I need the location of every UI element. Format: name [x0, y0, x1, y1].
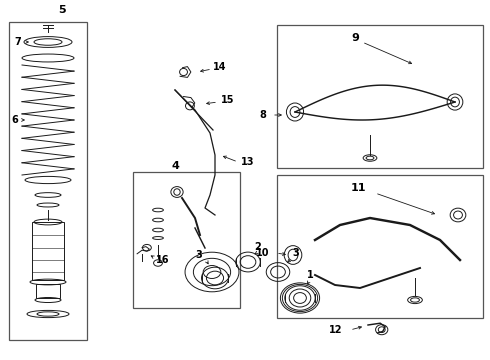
- Text: 13: 13: [241, 157, 255, 167]
- Text: 12: 12: [329, 325, 343, 335]
- Bar: [9, 22, 87, 340]
- Text: 16: 16: [156, 255, 170, 265]
- Text: 2: 2: [255, 242, 261, 252]
- Bar: [277, 25, 483, 168]
- Text: 11: 11: [350, 183, 366, 193]
- Text: 10: 10: [256, 248, 270, 258]
- Bar: [277, 175, 483, 318]
- Bar: [36, 284, 60, 298]
- Text: 8: 8: [260, 110, 267, 120]
- Text: 9: 9: [351, 33, 359, 43]
- Text: 7: 7: [15, 37, 22, 47]
- Text: 4: 4: [171, 161, 179, 171]
- Text: 15: 15: [221, 95, 235, 105]
- Text: 3: 3: [196, 250, 202, 260]
- Bar: [133, 172, 240, 308]
- Text: 6: 6: [12, 115, 19, 125]
- Bar: [32, 222, 64, 280]
- Text: 14: 14: [213, 62, 227, 72]
- Text: 1: 1: [307, 270, 314, 280]
- Text: 5: 5: [58, 5, 66, 15]
- Text: 3: 3: [293, 248, 299, 258]
